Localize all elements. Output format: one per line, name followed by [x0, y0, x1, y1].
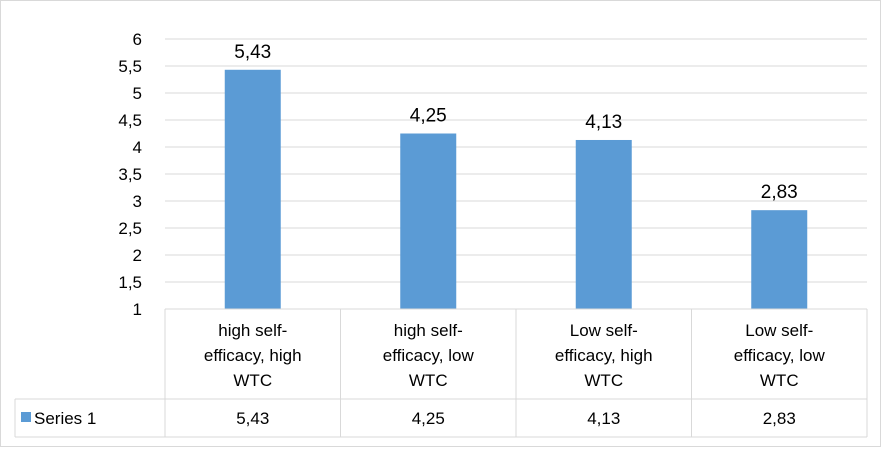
gridlines [165, 38, 867, 283]
y-tick-label: 1 [133, 300, 142, 319]
y-tick-label: 2,5 [118, 219, 142, 238]
category-label: high self- [218, 321, 287, 340]
bars [224, 69, 808, 309]
table-value: 4,25 [412, 409, 445, 428]
bar [224, 69, 281, 309]
y-tick-label: 6 [133, 30, 142, 49]
data-label: 5,43 [234, 42, 271, 63]
y-tick-label: 5 [133, 84, 142, 103]
table-value: 4,13 [587, 409, 620, 428]
category-label: WTC [584, 371, 623, 390]
category-label: WTC [409, 371, 448, 390]
category-label: high self- [394, 321, 463, 340]
category-label: Low self- [570, 321, 638, 340]
table-value: 5,43 [236, 409, 269, 428]
bar [400, 133, 457, 309]
category-label: Low self- [745, 321, 813, 340]
legend-series-name: Series 1 [34, 409, 96, 428]
category-label: efficacy, low [383, 346, 475, 365]
data-label: 2,83 [761, 182, 798, 203]
legend-key [21, 412, 31, 422]
data-table: high self-efficacy, high WTC 5,43 high self… [14, 308, 868, 438]
category-label: efficacy, high [555, 346, 653, 365]
y-tick-label: 3,5 [118, 165, 142, 184]
category-label: WTC [760, 371, 799, 390]
y-tick-label: 4,5 [118, 111, 142, 130]
y-tick-label: 2 [133, 246, 142, 265]
data-labels: 5,43 4,25 4,13 2,83 [234, 42, 797, 203]
bar [575, 139, 632, 309]
category-label: WTC [233, 371, 272, 390]
y-tick-label: 4 [133, 138, 142, 157]
y-tick-label: 1,5 [118, 273, 142, 292]
y-tick-label: 5,5 [118, 57, 142, 76]
data-label: 4,25 [410, 106, 447, 127]
table-value: 2,83 [763, 409, 796, 428]
y-tick-label: 3 [133, 192, 142, 211]
y-axis-ticks: 1 1,5 2 2,5 3 3,5 4 4,5 5 5,5 6 [118, 30, 142, 319]
category-label: efficacy, high [204, 346, 302, 365]
data-label: 4,13 [585, 112, 622, 133]
bar [751, 210, 808, 309]
category-label: efficacy, low [734, 346, 826, 365]
